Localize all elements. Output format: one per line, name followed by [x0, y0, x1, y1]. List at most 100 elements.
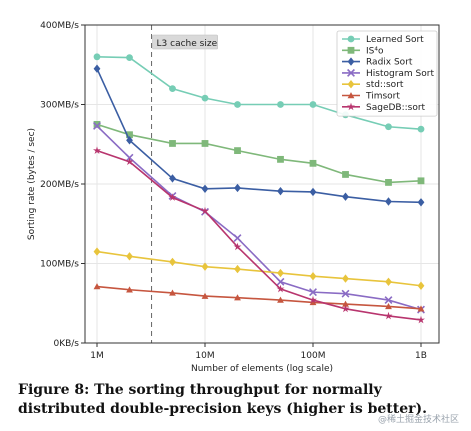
series-is-o: [93, 120, 425, 186]
data-point-sagedb-sort: [168, 193, 177, 201]
y-tick-label: 100MB/s: [40, 260, 79, 270]
data-point-is-o: [234, 147, 241, 155]
data-point-timsort: [309, 299, 317, 306]
sorting-throughput-chart: L3 cache size 0KB/s 100MB/s 200MB/s 300MB/s…: [27, 21, 440, 374]
x-tick-label: 1M: [90, 351, 104, 361]
data-point-is-o: [385, 179, 392, 186]
data-point-radix-sort: [277, 186, 284, 196]
data-point-histogram-sort: [341, 289, 350, 298]
data-point-sagedb-sort: [125, 157, 134, 166]
l3-cache-label-box: [152, 34, 218, 50]
series-line-learned-sort: [96, 56, 422, 130]
data-point-timsort: [417, 305, 425, 312]
legend-label-sagedb-sort: SageDB::sort: [366, 103, 426, 113]
series-line-sagedb-sort: [96, 149, 422, 321]
series-radix-sort: [93, 64, 425, 207]
data-point-std-sort: [385, 277, 392, 286]
data-point-radix-sort: [385, 197, 392, 206]
data-point-std-sort: [126, 252, 133, 261]
legend-label-learned-sort: Learned Sort: [366, 35, 424, 45]
data-point-sagedb-sort: [93, 146, 101, 155]
data-point-std-sort: [234, 264, 241, 274]
data-point-radix-sort: [342, 192, 349, 201]
data-point-radix-sort: [93, 64, 101, 73]
data-point-is-o: [342, 171, 349, 178]
data-point-radix-sort: [309, 187, 317, 197]
series-layer: [93, 53, 425, 324]
series-line-histogram-sort: [96, 125, 422, 311]
data-point-sagedb-sort: [384, 311, 393, 320]
series-line-timsort: [96, 285, 422, 310]
data-point-timsort: [169, 289, 176, 296]
data-point-is-o: [93, 120, 101, 128]
data-point-radix-sort: [417, 198, 425, 207]
data-point-timsort: [201, 292, 209, 299]
data-point-histogram-sort: [309, 288, 317, 297]
legend-label-std-sort: std::sort: [366, 80, 404, 90]
data-point-is-o: [417, 177, 425, 185]
y-axis-label: Sorting rate (bytes / sec): [27, 128, 37, 240]
data-point-is-o: [201, 140, 209, 147]
data-point-radix-sort: [234, 183, 241, 193]
data-point-timsort: [93, 283, 101, 290]
data-point-std-sort: [93, 247, 101, 256]
legend-label-radix-sort: Radix Sort: [366, 58, 413, 68]
data-point-is-o: [309, 159, 317, 167]
data-point-histogram-sort: [233, 234, 242, 243]
series-timsort: [93, 283, 425, 312]
data-point-std-sort: [342, 274, 349, 283]
data-point-std-sort: [309, 272, 317, 281]
data-point-radix-sort: [126, 136, 133, 145]
data-point-histogram-sort: [276, 277, 285, 286]
x-tick-label: 1B: [415, 351, 427, 361]
l3-cache-label: L3 cache size: [157, 39, 218, 49]
legend-marker-radix-sort: [347, 57, 355, 66]
series-std-sort: [93, 247, 425, 290]
data-point-sagedb-sort: [309, 295, 317, 304]
data-point-learned-sort: [169, 85, 176, 92]
data-point-timsort: [126, 286, 133, 293]
x-tick-label: 10M: [195, 351, 214, 361]
series-line-std-sort: [96, 250, 422, 287]
y-tick-label: 300MB/s: [40, 101, 79, 111]
data-point-sagedb-sort: [417, 315, 425, 324]
data-point-learned-sort: [234, 101, 241, 108]
y-tick-label: 0KB/s: [53, 339, 79, 349]
data-point-histogram-sort: [93, 121, 101, 130]
l3-cache-annotation: L3 cache size: [151, 25, 218, 343]
data-point-timsort: [385, 303, 392, 310]
legend-label-histogram-sort: Histogram Sort: [366, 69, 434, 79]
data-point-std-sort: [169, 257, 176, 267]
data-point-std-sort: [201, 262, 209, 271]
data-point-timsort: [277, 296, 284, 303]
x-axis-label: Number of elements (log scale): [191, 364, 333, 374]
data-point-histogram-sort: [384, 296, 393, 305]
figure-caption: Figure 8: The sorting throughput for nor…: [18, 382, 428, 417]
data-point-learned-sort: [93, 53, 101, 61]
data-point-is-o: [169, 140, 176, 147]
x-tick-label: 100M: [301, 351, 326, 361]
data-point-learned-sort: [309, 101, 317, 108]
data-point-sagedb-sort: [201, 206, 209, 215]
y-axis: 0KB/s 100MB/s 200MB/s 300MB/s 400MB/s: [40, 21, 85, 349]
watermark: @稀土掘金技术社区: [377, 415, 459, 425]
data-point-sagedb-sort: [341, 304, 350, 313]
data-point-timsort: [342, 300, 349, 307]
legend-marker-learned-sort: [347, 35, 355, 43]
data-point-sagedb-sort: [276, 284, 285, 293]
legend-marker-timsort: [347, 92, 355, 99]
legend-box: [336, 30, 438, 117]
legend-marker-histogram-sort: [347, 68, 355, 77]
legend-marker-std-sort: [347, 80, 355, 89]
legend-label-timsort: Timsort: [365, 92, 400, 102]
data-point-is-o: [126, 131, 133, 139]
legend-marker-is-o: [347, 46, 355, 54]
data-point-timsort: [234, 294, 241, 301]
data-point-learned-sort: [277, 101, 284, 108]
data-point-std-sort: [417, 281, 425, 290]
data-point-learned-sort: [126, 54, 133, 61]
series-line-is-o: [96, 123, 422, 184]
data-point-learned-sort: [201, 94, 209, 102]
series-line-radix-sort: [96, 68, 422, 204]
